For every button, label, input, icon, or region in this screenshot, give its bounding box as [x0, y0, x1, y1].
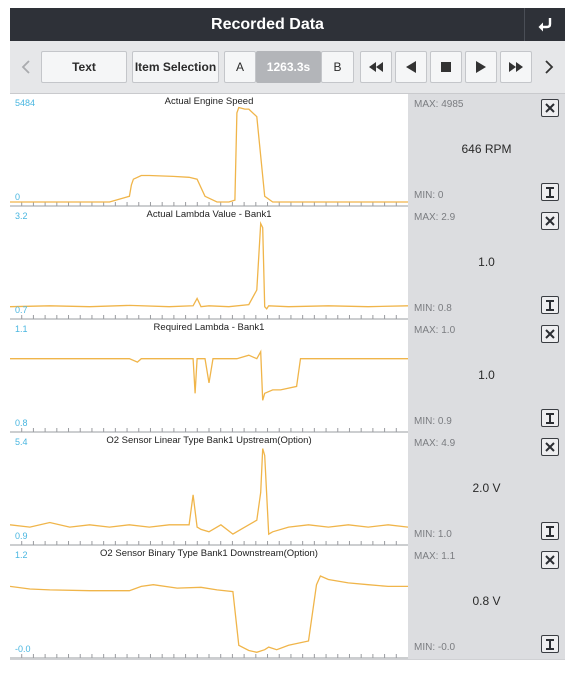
remove-graph-button[interactable]	[541, 99, 559, 117]
min-value: MIN: 1.0	[414, 529, 452, 540]
graph-panel: Actual Engine Speed 5484 0 MAX: 4985 646 RPM…	[10, 94, 565, 208]
scale-icon	[546, 525, 554, 537]
play-icon	[476, 61, 486, 73]
min-value: MIN: 0	[414, 190, 444, 201]
scale-icon	[546, 638, 554, 650]
max-value: MAX: 4.9	[414, 438, 456, 449]
close-icon	[545, 216, 555, 226]
graph-area[interactable]: O2 Sensor Binary Type Bank1 Downstream(O…	[10, 546, 408, 659]
scale-button[interactable]	[541, 522, 559, 540]
y-min-label: 0.9	[15, 531, 28, 541]
graph-area[interactable]: Actual Lambda Value - Bank1 3.2 0.7	[10, 207, 408, 320]
graph-title: Required Lambda - Bank1	[153, 322, 265, 333]
scale-icon	[546, 186, 554, 198]
min-value: MIN: 0.9	[414, 416, 452, 427]
graph-panel: O2 Sensor Binary Type Bank1 Downstream(O…	[10, 546, 565, 660]
current-value: 2.0 V	[472, 481, 501, 495]
graph-area[interactable]: Actual Engine Speed 5484 0	[10, 94, 408, 207]
graph-area[interactable]: Required Lambda - Bank1 1.1 0.8	[10, 320, 408, 433]
remove-graph-button[interactable]	[541, 551, 559, 569]
close-icon	[545, 555, 555, 565]
max-value: MAX: 1.1	[414, 551, 456, 562]
graph-title: O2 Sensor Binary Type Bank1 Downstream(O…	[100, 548, 318, 559]
toolbar: Text Item Selection A 1263.3s B	[10, 41, 565, 94]
y-max-label: 1.1	[15, 324, 28, 334]
return-icon	[538, 17, 552, 31]
graph-title: Actual Engine Speed	[164, 96, 254, 107]
prev-page-button[interactable]	[15, 51, 37, 83]
value-panel: MAX: 2.9 1.0 MIN: 0.8	[408, 207, 565, 320]
current-value: 0.8 V	[472, 594, 501, 608]
y-min-label: 0.8	[15, 418, 28, 428]
line-chart	[10, 106, 408, 207]
graph-title: O2 Sensor Linear Type Bank1 Upstream(Opt…	[106, 435, 312, 446]
y-max-label: 1.2	[15, 550, 28, 560]
step-back-icon	[406, 61, 416, 73]
current-value: 646 RPM	[461, 142, 512, 156]
data-line	[10, 448, 408, 536]
line-chart	[10, 448, 408, 546]
stop-icon	[441, 62, 451, 72]
current-value: 1.0	[478, 255, 495, 269]
remove-graph-button[interactable]	[541, 325, 559, 343]
max-value: MAX: 1.0	[414, 325, 456, 336]
scale-button[interactable]	[541, 635, 559, 653]
current-value: 1.0	[478, 368, 495, 382]
value-panel: MAX: 1.1 0.8 V MIN: -0.0	[408, 546, 565, 659]
value-panel: MAX: 4.9 2.0 V MIN: 1.0	[408, 433, 565, 546]
next-page-button[interactable]	[538, 51, 560, 83]
value-panel: MAX: 4985 646 RPM MIN: 0	[408, 94, 565, 207]
page-title: Recorded Data	[211, 16, 324, 33]
line-chart	[10, 349, 408, 433]
rewind-button[interactable]	[360, 51, 392, 83]
back-button[interactable]	[524, 8, 565, 41]
scale-icon	[546, 299, 554, 311]
y-min-label: 0	[15, 192, 21, 202]
data-line	[10, 349, 408, 401]
scale-icon	[546, 412, 554, 424]
graph-panel: Actual Lambda Value - Bank1 3.2 0.7 MAX: 2.…	[10, 207, 565, 321]
close-icon	[545, 442, 555, 452]
y-min-label: 0.7	[15, 305, 28, 315]
chevron-right-icon	[545, 60, 554, 74]
item-selection-button[interactable]: Item Selection	[132, 51, 219, 83]
graph-panel: O2 Sensor Linear Type Bank1 Upstream(Opt…	[10, 433, 565, 547]
title-bar: Recorded Data	[10, 8, 565, 41]
graph-area[interactable]: O2 Sensor Linear Type Bank1 Upstream(Opt…	[10, 433, 408, 546]
line-chart	[10, 575, 408, 659]
graph-panel: Required Lambda - Bank1 1.1 0.8 MAX: 1.0 1.0…	[10, 320, 565, 434]
step-back-button[interactable]	[395, 51, 427, 83]
data-line	[10, 106, 408, 203]
rewind-icon	[369, 62, 383, 72]
max-value: MAX: 2.9	[414, 212, 456, 223]
y-max-label: 5484	[15, 98, 36, 108]
graph-title: Actual Lambda Value - Bank1	[146, 209, 272, 220]
close-icon	[545, 329, 555, 339]
text-view-button[interactable]: Text	[41, 51, 127, 83]
close-icon	[545, 103, 555, 113]
y-max-label: 3.2	[15, 211, 28, 221]
marker-b-button[interactable]: B	[321, 51, 354, 83]
scale-button[interactable]	[541, 409, 559, 427]
data-line	[10, 220, 408, 310]
play-button[interactable]	[465, 51, 497, 83]
scale-button[interactable]	[541, 296, 559, 314]
y-min-label: -0.0	[15, 644, 31, 654]
time-display: 1263.3s	[256, 51, 321, 83]
value-panel: MAX: 1.0 1.0 MIN: 0.9	[408, 320, 565, 433]
remove-graph-button[interactable]	[541, 438, 559, 456]
remove-graph-button[interactable]	[541, 212, 559, 230]
data-line	[10, 575, 408, 653]
max-value: MAX: 4985	[414, 99, 464, 110]
fast-forward-button[interactable]	[500, 51, 532, 83]
line-chart	[10, 220, 408, 320]
marker-a-button[interactable]: A	[224, 51, 256, 83]
scale-button[interactable]	[541, 183, 559, 201]
fast-forward-icon	[509, 62, 523, 72]
min-value: MIN: -0.0	[414, 642, 456, 653]
y-max-label: 5.4	[15, 437, 28, 447]
chevron-left-icon	[21, 60, 30, 74]
min-value: MIN: 0.8	[414, 303, 452, 314]
stop-button[interactable]	[430, 51, 462, 83]
